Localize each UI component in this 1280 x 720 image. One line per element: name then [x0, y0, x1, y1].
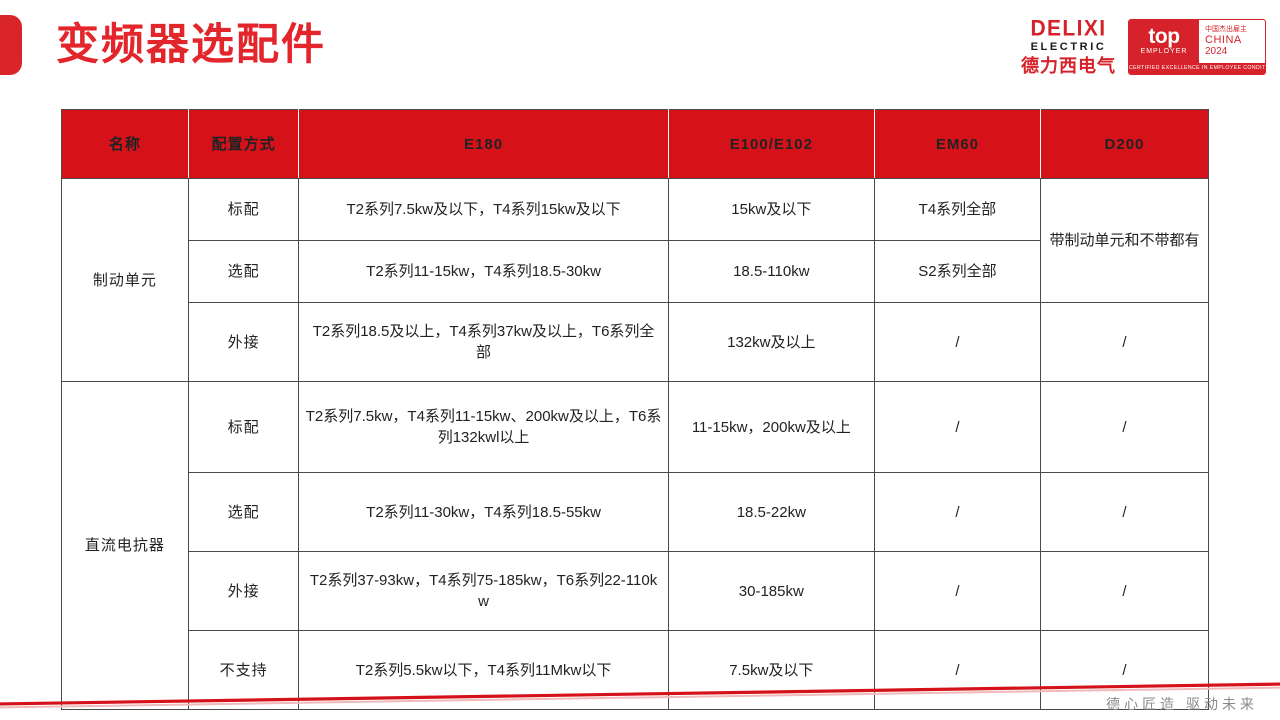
spec-table-head: 名称 配置方式 E180 E100/E102 EM60 D200: [61, 109, 1210, 179]
cell-e180: T2系列11-15kw，T4系列18.5-30kw: [298, 240, 669, 303]
table-row: 选配 T2系列11-30kw，T4系列18.5-55kw 18.5-22kw /…: [62, 472, 1210, 552]
cell-config: 不支持: [187, 630, 300, 710]
cell-e100: 18.5-22kw: [667, 472, 875, 552]
footer-slogan: 德心匠造 驱动未来: [1106, 696, 1258, 712]
table-row: 直流电抗器 标配 T2系列7.5kw，T4系列11-15kw、200kw及以上，…: [61, 381, 1210, 710]
title-accent-bar: [0, 15, 22, 75]
top-employer-badge-info: 中国杰出雇主 CHINA 2024: [1199, 20, 1265, 64]
cell-d200: /: [1039, 472, 1210, 552]
slide-footer: 德心匠造 驱动未来: [0, 660, 1280, 720]
cell-d200: /: [1039, 381, 1210, 473]
page-title: 变频器选配件: [56, 21, 326, 69]
spec-table-wrapper: 名称 配置方式 E180 E100/E102 EM60 D200 制动单元 标配…: [61, 109, 1210, 710]
cell-config: 外接: [187, 302, 300, 382]
column-header-name: 名称: [61, 109, 189, 179]
cell-e180: T2系列11-30kw，T4系列18.5-55kw: [298, 472, 669, 552]
cell-em60: T4系列全部: [873, 178, 1041, 241]
top-employer-badge-main: top EMPLOYER 中国杰出雇主 CHINA 2024: [1129, 19, 1265, 64]
column-header-e180: E180: [298, 109, 669, 179]
table-row: 外接 T2系列37-93kw，T4系列75-185kw，T6系列22-110kw…: [62, 551, 1210, 631]
cell-config: 标配: [187, 178, 300, 241]
top-employer-top-text: top: [1148, 24, 1180, 48]
top-employer-badge: top EMPLOYER 中国杰出雇主 CHINA 2024 CERTIFIED…: [1128, 18, 1266, 75]
column-header-em60: EM60: [873, 109, 1041, 179]
table-row: 外接 T2系列18.5及以上，T4系列37kw及以上，T6系列全部 132kw及…: [62, 302, 1210, 382]
top-employer-country: CHINA: [1205, 33, 1242, 46]
cell-d200: /: [1039, 551, 1210, 631]
cell-d200: 带制动单元和不带都有: [1039, 178, 1210, 303]
row-group-name: 直流电抗器: [61, 381, 189, 710]
cell-config: 标配: [187, 381, 300, 473]
footer-diagonal-line: [0, 682, 1280, 709]
table-header-row: 名称 配置方式 E180 E100/E102 EM60 D200: [61, 109, 1210, 179]
delixi-brand-cn: 德力西电气: [1021, 56, 1116, 76]
cell-d200: /: [1039, 630, 1210, 710]
top-employer-cn-label: 中国杰出雇主: [1205, 25, 1247, 33]
cell-config: 外接: [187, 551, 300, 631]
spec-table: 名称 配置方式 E180 E100/E102 EM60 D200 制动单元 标配…: [61, 109, 1210, 710]
top-employer-badge-mark: top EMPLOYER: [1129, 19, 1199, 63]
top-employer-strip: CERTIFIED EXCELLENCE IN EMPLOYEE CONDITI…: [1129, 63, 1265, 74]
table-row: 不支持 T2系列5.5kw以下，T4系列11Mkw以下 7.5kw及以下 / /: [62, 630, 1210, 710]
delixi-brand-sub: ELECTRIC: [1030, 41, 1107, 53]
cell-e180: T2系列7.5kw，T4系列11-15kw、200kw及以上，T6系列132kw…: [298, 381, 669, 473]
cell-em60: /: [873, 551, 1041, 631]
top-employer-employer-text: EMPLOYER: [1140, 47, 1188, 55]
delixi-logo: DELIXI ELECTRIC 德力西电气: [1021, 16, 1116, 76]
column-header-e100: E100/E102: [667, 109, 875, 179]
cell-em60: S2系列全部: [873, 240, 1041, 303]
cell-e100: 132kw及以上: [667, 302, 875, 382]
slide-header: 变频器选配件 DELIXI ELECTRIC 德力西电气 top EMPLOYE…: [0, 0, 1280, 100]
cell-d200: /: [1039, 302, 1210, 382]
delixi-brand-en: DELIXI: [1030, 16, 1107, 41]
cell-e100: 30-185kw: [667, 551, 875, 631]
table-row: 选配 T2系列11-15kw，T4系列18.5-30kw 18.5-110kw …: [62, 240, 1209, 303]
cell-e100: 18.5-110kw: [667, 240, 875, 303]
top-employer-year: 2024: [1205, 45, 1228, 57]
cell-em60: /: [873, 381, 1041, 473]
column-header-config: 配置方式: [187, 109, 300, 179]
cell-em60: /: [873, 302, 1041, 382]
column-header-d200: D200: [1039, 109, 1210, 179]
row-group-name: 制动单元: [61, 178, 189, 382]
cell-e180: T2系列7.5kw及以下，T4系列15kw及以下: [298, 178, 669, 241]
cell-e100: 11-15kw，200kw及以上: [667, 381, 875, 473]
cell-e100: 15kw及以下: [667, 178, 875, 241]
spec-table-body: 制动单元 标配 T2系列7.5kw及以下，T4系列15kw及以下 15kw及以下…: [61, 178, 1210, 710]
table-row: 制动单元 标配 T2系列7.5kw及以下，T4系列15kw及以下 15kw及以下…: [61, 178, 1210, 382]
cell-config: 选配: [187, 240, 300, 303]
logo-area: DELIXI ELECTRIC 德力西电气 top EMPLOYER 中国杰出雇…: [1021, 16, 1266, 76]
cell-e180: T2系列18.5及以上，T4系列37kw及以上，T6系列全部: [298, 302, 669, 382]
cell-em60: /: [873, 472, 1041, 552]
cell-e180: T2系列37-93kw，T4系列75-185kw，T6系列22-110kw: [298, 551, 669, 631]
cell-config: 选配: [187, 472, 300, 552]
